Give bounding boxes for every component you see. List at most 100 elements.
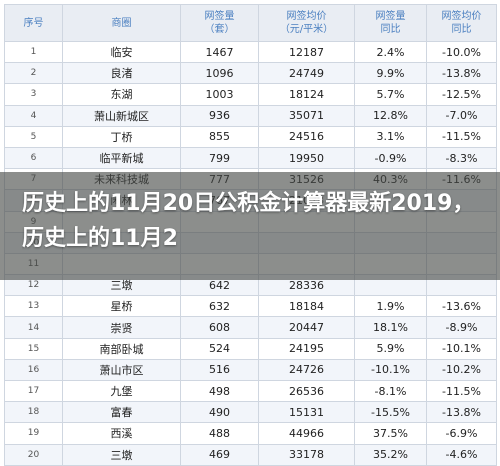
cell-volume: 608 [180,316,259,339]
title-overlay-banner: 历史上的11月20日公积金计算器最新2019，历史上的11月2 [0,172,500,280]
cell-volume-yoy: -8.1% [354,379,427,403]
header-index: 序号 [4,4,63,42]
cell-volume-yoy: 5.9% [354,337,427,360]
cell-index: 2 [4,62,63,85]
cell-price: 35071 [258,104,355,127]
cell-index: 14 [4,316,63,339]
cell-volume-yoy: 9.9% [354,62,427,85]
cell-index: 1 [4,40,63,64]
cell-price-yoy: -8.9% [426,316,497,339]
cell-index: 4 [4,104,63,127]
cell-price-yoy: -13.6% [426,295,497,318]
cell-price-yoy: -10.1% [426,337,497,360]
table-row: 20 三墩 469 33178 35.2% -4.6% [4,443,497,466]
cell-price: 24749 [258,62,355,85]
cell-price-yoy: -11.5% [426,125,497,148]
cell-index: 15 [4,337,63,360]
cell-price: 15131 [258,401,355,424]
header-price-yoy: 网签均价 同比 [426,4,497,42]
cell-area: 星桥 [62,295,181,318]
cell-volume: 498 [180,379,259,403]
table-row: 1 临安 1467 12187 2.4% -10.0% [4,40,497,64]
cell-area: 富春 [62,401,181,424]
cell-area: 良渚 [62,62,181,85]
cell-price-yoy: -11.5% [426,379,497,403]
cell-index: 3 [4,83,63,106]
table-row: 3 东湖 1003 18124 5.7% -12.5% [4,83,497,106]
cell-price-yoy: -8.3% [426,146,497,170]
header-area: 商圈 [62,4,181,42]
cell-price-yoy: -6.9% [426,422,497,445]
article-title: 历史上的11月20日公积金计算器最新2019，历史上的11月2 [22,191,475,251]
cell-price-yoy: -12.5% [426,83,497,106]
cell-area: 临平新城 [62,146,181,170]
table-row: 17 九堡 498 26536 -8.1% -11.5% [4,379,497,403]
table-row: 15 南部卧城 524 24195 5.9% -10.1% [4,337,497,360]
table-row: 13 星桥 632 18184 1.9% -13.6% [4,295,497,318]
cell-volume: 516 [180,358,259,382]
cell-volume: 855 [180,125,259,148]
cell-price-yoy: -13.8% [426,401,497,424]
cell-volume-yoy: -15.5% [354,401,427,424]
cell-index: 19 [4,422,63,445]
cell-index: 18 [4,401,63,424]
cell-area: 萧山市区 [62,358,181,382]
cell-volume-yoy: -0.9% [354,146,427,170]
cell-volume: 799 [180,146,259,170]
cell-volume: 490 [180,401,259,424]
cell-price-yoy: -4.6% [426,443,497,466]
cell-volume: 469 [180,443,259,466]
cell-index: 17 [4,379,63,403]
cell-index: 5 [4,125,63,148]
cell-volume: 1467 [180,40,259,64]
cell-price: 20447 [258,316,355,339]
table-row: 2 良渚 1096 24749 9.9% -13.8% [4,62,497,85]
cell-price: 18184 [258,295,355,318]
cell-volume: 488 [180,422,259,445]
table-row: 4 萧山新城区 936 35071 12.8% -7.0% [4,104,497,127]
cell-index: 20 [4,443,63,466]
header-row: 序号 商圈 网签量 （套） 网签均价 （元/平米） 网签量 同比 网签均价 同比 [4,4,497,42]
cell-price: 33178 [258,443,355,466]
cell-volume: 936 [180,104,259,127]
cell-price: 18124 [258,83,355,106]
cell-price: 19950 [258,146,355,170]
table-row: 5 丁桥 855 24516 3.1% -11.5% [4,125,497,148]
cell-volume-yoy: 3.1% [354,125,427,148]
cell-volume: 1003 [180,83,259,106]
cell-volume-yoy: 1.9% [354,295,427,318]
header-volume: 网签量 （套） [180,4,259,42]
header-price: 网签均价 （元/平米） [258,4,355,42]
cell-price: 26536 [258,379,355,403]
cell-price: 24195 [258,337,355,360]
table-row: 18 富春 490 15131 -15.5% -13.8% [4,401,497,424]
cell-volume-yoy: 12.8% [354,104,427,127]
cell-index: 13 [4,295,63,318]
header-volume-yoy: 网签量 同比 [354,4,427,42]
cell-volume-yoy: 18.1% [354,316,427,339]
cell-area: 萧山新城区 [62,104,181,127]
cell-volume: 1096 [180,62,259,85]
cell-price-yoy: -13.8% [426,62,497,85]
cell-price: 24726 [258,358,355,382]
cell-price: 44966 [258,422,355,445]
cell-area: 南部卧城 [62,337,181,360]
cell-area: 西溪 [62,422,181,445]
cell-volume-yoy: 5.7% [354,83,427,106]
cell-price: 24516 [258,125,355,148]
cell-area: 丁桥 [62,125,181,148]
cell-index: 6 [4,146,63,170]
cell-area: 九堡 [62,379,181,403]
cell-area: 三墩 [62,443,181,466]
cell-price-yoy: -10.2% [426,358,497,382]
cell-price: 12187 [258,40,355,64]
cell-volume-yoy: 37.5% [354,422,427,445]
table-row: 14 崇贤 608 20447 18.1% -8.9% [4,316,497,339]
cell-area: 临安 [62,40,181,64]
cell-price-yoy: -10.0% [426,40,497,64]
cell-volume-yoy: -10.1% [354,358,427,382]
table-row: 16 萧山市区 516 24726 -10.1% -10.2% [4,358,497,382]
cell-index: 16 [4,358,63,382]
cell-volume-yoy: 35.2% [354,443,427,466]
cell-volume: 632 [180,295,259,318]
